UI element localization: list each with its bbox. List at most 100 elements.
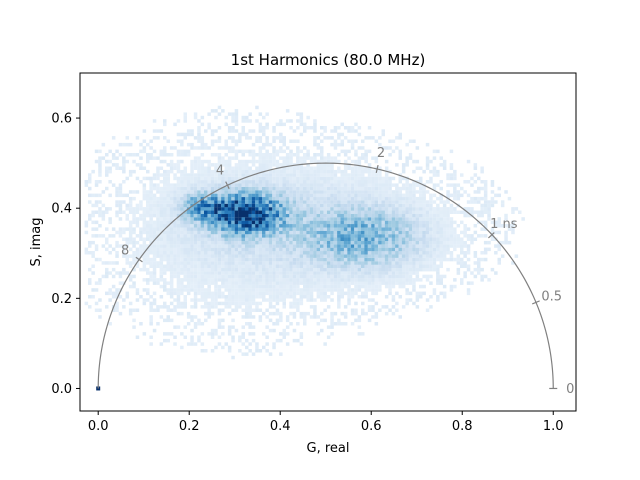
heatmap-cell bbox=[224, 186, 228, 191]
heatmap-cell bbox=[268, 196, 273, 201]
heatmap-cell bbox=[398, 244, 402, 248]
heatmap-cell bbox=[183, 325, 187, 329]
heatmap-cell bbox=[391, 213, 396, 218]
heatmap-cell bbox=[313, 284, 317, 289]
heatmap-cell bbox=[282, 193, 286, 198]
heatmap-cell bbox=[374, 193, 379, 198]
heatmap-cell bbox=[139, 166, 143, 170]
heatmap-cell bbox=[125, 257, 129, 262]
heatmap-cell bbox=[460, 257, 464, 262]
heatmap-cell bbox=[357, 332, 362, 336]
heatmap-cell bbox=[285, 284, 290, 289]
heatmap-cell bbox=[480, 210, 484, 214]
heatmap-cell bbox=[238, 186, 242, 191]
heatmap-cell bbox=[367, 217, 372, 221]
heatmap-cell bbox=[470, 176, 474, 181]
heatmap-cell bbox=[91, 254, 95, 258]
heatmap-cell bbox=[436, 271, 440, 275]
heatmap-cell bbox=[190, 169, 194, 174]
heatmap-cell bbox=[391, 220, 396, 225]
heatmap-cell bbox=[169, 254, 174, 258]
heatmap-cell bbox=[296, 288, 300, 292]
heatmap-cell bbox=[234, 244, 239, 248]
heatmap-cell bbox=[289, 230, 293, 235]
heatmap-cell bbox=[316, 207, 321, 211]
heatmap-cell bbox=[128, 207, 133, 211]
heatmap-cell bbox=[453, 183, 457, 187]
heatmap-cell bbox=[333, 254, 338, 258]
heatmap-cell bbox=[395, 207, 399, 211]
heatmap-cell bbox=[357, 267, 362, 272]
heatmap-cell bbox=[210, 129, 215, 133]
heatmap-cell bbox=[511, 224, 515, 228]
heatmap-cell bbox=[282, 156, 286, 160]
heatmap-cell bbox=[241, 210, 245, 214]
heatmap-cell bbox=[337, 176, 341, 181]
heatmap-cell bbox=[272, 322, 276, 326]
x-tick-label: 0.4 bbox=[270, 419, 291, 434]
heatmap-cell bbox=[381, 278, 385, 282]
heatmap-cell bbox=[224, 227, 228, 231]
heatmap-cell bbox=[163, 213, 167, 218]
heatmap-cell bbox=[371, 237, 375, 241]
heatmap-cell bbox=[279, 281, 283, 285]
heatmap-cell bbox=[316, 166, 321, 170]
heatmap-cell bbox=[183, 176, 187, 181]
heatmap-cell bbox=[316, 183, 321, 187]
heatmap-cell bbox=[275, 234, 280, 238]
heatmap-cell bbox=[285, 217, 290, 221]
heatmap-cell bbox=[207, 183, 211, 187]
heatmap-cell bbox=[398, 278, 402, 282]
heatmap-cell bbox=[272, 190, 276, 194]
heatmap-cell bbox=[115, 251, 119, 255]
heatmap-cell bbox=[217, 288, 222, 292]
heatmap-cell bbox=[292, 274, 297, 279]
heatmap-cell bbox=[197, 224, 201, 228]
heatmap-cell bbox=[84, 183, 89, 187]
heatmap-cell bbox=[306, 288, 310, 292]
heatmap-cell bbox=[343, 163, 348, 167]
heatmap-cell bbox=[275, 298, 280, 302]
heatmap-cell bbox=[210, 291, 215, 296]
heatmap-cell bbox=[367, 298, 372, 302]
heatmap-cell bbox=[186, 153, 191, 157]
heatmap-cell bbox=[204, 318, 208, 323]
heatmap-cell bbox=[132, 251, 136, 255]
heatmap-cell bbox=[337, 217, 341, 221]
heatmap-cell bbox=[108, 322, 112, 326]
heatmap-cell bbox=[262, 220, 266, 225]
heatmap-cell bbox=[163, 196, 167, 201]
heatmap-cell bbox=[330, 230, 334, 235]
heatmap-cell bbox=[173, 237, 177, 241]
heatmap-cell bbox=[405, 271, 409, 275]
heatmap-cell bbox=[166, 183, 170, 187]
heatmap-cell bbox=[333, 142, 338, 147]
heatmap-cell bbox=[289, 126, 293, 130]
heatmap-cell bbox=[180, 278, 184, 282]
heatmap-cell bbox=[398, 284, 402, 289]
heatmap-cell bbox=[200, 244, 205, 248]
heatmap-cell bbox=[268, 261, 273, 265]
heatmap-cell bbox=[412, 159, 416, 164]
heatmap-cell bbox=[361, 301, 365, 306]
heatmap-cell bbox=[384, 220, 389, 225]
heatmap-cell bbox=[221, 224, 225, 228]
heatmap-cell bbox=[221, 176, 225, 181]
heatmap-cell bbox=[439, 186, 443, 191]
heatmap-cell bbox=[142, 190, 147, 194]
heatmap-cell bbox=[354, 247, 358, 252]
heatmap-cell bbox=[176, 288, 181, 292]
heatmap-cell bbox=[292, 217, 297, 221]
heatmap-cell bbox=[265, 156, 269, 160]
heatmap-cell bbox=[207, 220, 211, 225]
heatmap-cell bbox=[275, 257, 280, 262]
heatmap-cell bbox=[217, 217, 222, 221]
heatmap-cell bbox=[316, 274, 321, 279]
heatmap-cell bbox=[241, 240, 245, 245]
heatmap-cell bbox=[497, 247, 501, 252]
heatmap-cell bbox=[101, 142, 106, 147]
heatmap-cell bbox=[245, 352, 249, 356]
heatmap-cell bbox=[238, 136, 242, 140]
heatmap-cell bbox=[183, 298, 187, 302]
heatmap-cell bbox=[275, 163, 280, 167]
